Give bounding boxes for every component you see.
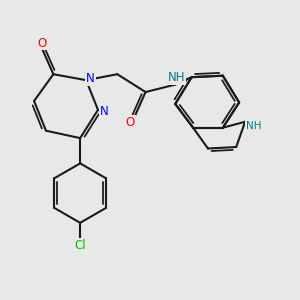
Text: NH: NH [246,121,262,131]
Text: N: N [86,72,95,85]
Text: O: O [37,37,46,50]
Text: N: N [100,105,109,118]
Text: O: O [125,116,135,129]
Text: NH: NH [168,71,185,84]
Text: Cl: Cl [74,239,86,252]
